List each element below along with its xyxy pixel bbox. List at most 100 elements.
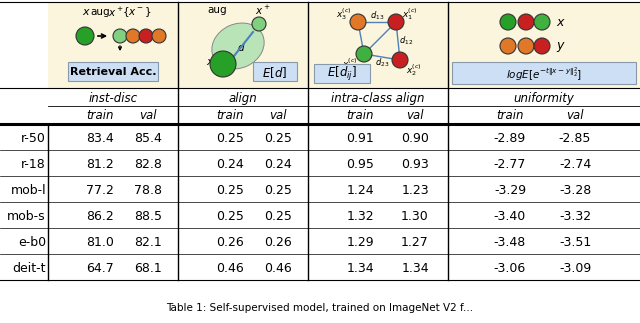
Text: train: train	[216, 109, 244, 122]
Text: val: val	[406, 109, 424, 122]
Text: 78.8: 78.8	[134, 184, 162, 197]
Text: -3.09: -3.09	[559, 262, 591, 275]
Text: 0.25: 0.25	[264, 184, 292, 197]
Text: x: x	[556, 16, 564, 28]
Text: align: align	[228, 92, 257, 105]
Bar	[253, 62, 297, 81]
Text: 1.32: 1.32	[346, 210, 374, 223]
Text: 1.27: 1.27	[401, 236, 429, 249]
Text: 85.4: 85.4	[134, 132, 162, 145]
Text: 0.25: 0.25	[264, 210, 292, 223]
Circle shape	[356, 46, 372, 62]
Text: -2.85: -2.85	[559, 132, 591, 145]
Circle shape	[388, 14, 404, 30]
Text: x: x	[83, 7, 90, 17]
Text: $x_3^{(c)}$: $x_3^{(c)}$	[336, 6, 352, 22]
Text: -3.51: -3.51	[559, 236, 591, 249]
Bar	[452, 62, 636, 84]
Text: val: val	[566, 109, 584, 122]
Text: 1.29: 1.29	[346, 236, 374, 249]
Circle shape	[392, 52, 408, 68]
Text: -3.48: -3.48	[494, 236, 526, 249]
Text: 83.4: 83.4	[86, 132, 114, 145]
Text: $x^+$: $x^+$	[108, 5, 124, 18]
Text: 0.46: 0.46	[216, 262, 244, 275]
Text: d: d	[237, 43, 244, 53]
Bar	[448, 2, 640, 88]
Circle shape	[500, 38, 516, 54]
Text: intra-class align: intra-class align	[332, 92, 425, 105]
Text: 0.26: 0.26	[216, 236, 244, 249]
Text: $E[d]$: $E[d]$	[262, 65, 287, 80]
Circle shape	[252, 17, 266, 31]
Bar	[178, 2, 308, 88]
Text: deit-t: deit-t	[13, 262, 46, 275]
Text: -3.06: -3.06	[494, 262, 526, 275]
Circle shape	[534, 38, 550, 54]
Text: r-18: r-18	[21, 158, 46, 171]
Text: train: train	[86, 109, 114, 122]
Text: 0.25: 0.25	[216, 210, 244, 223]
Bar	[68, 62, 158, 81]
Text: 68.1: 68.1	[134, 262, 162, 275]
Text: 0.93: 0.93	[401, 158, 429, 171]
Text: 81.0: 81.0	[86, 236, 114, 249]
Text: $\{x^-\}$: $\{x^-\}$	[122, 5, 152, 19]
Text: 88.5: 88.5	[134, 210, 162, 223]
Text: y: y	[556, 39, 564, 53]
Text: 86.2: 86.2	[86, 210, 114, 223]
Text: x: x	[207, 57, 213, 67]
Text: 64.7: 64.7	[86, 262, 114, 275]
Text: 1.24: 1.24	[346, 184, 374, 197]
Text: 1.23: 1.23	[401, 184, 429, 197]
Circle shape	[76, 27, 94, 45]
Text: 1.34: 1.34	[346, 262, 374, 275]
Text: val: val	[140, 109, 157, 122]
Circle shape	[126, 29, 140, 43]
Circle shape	[500, 14, 516, 30]
Circle shape	[152, 29, 166, 43]
Text: aug: aug	[207, 5, 227, 15]
Text: 1.30: 1.30	[401, 210, 429, 223]
Bar	[314, 64, 370, 83]
Text: train: train	[346, 109, 374, 122]
Text: 0.24: 0.24	[216, 158, 244, 171]
Text: 0.24: 0.24	[264, 158, 292, 171]
Text: $E[d_{ij}]$: $E[d_{ij}]$	[327, 66, 357, 83]
Text: inst-disc: inst-disc	[88, 92, 138, 105]
Text: -2.89: -2.89	[494, 132, 526, 145]
Text: $d_{23}$: $d_{23}$	[375, 57, 389, 69]
Text: 0.90: 0.90	[401, 132, 429, 145]
Text: 0.25: 0.25	[264, 132, 292, 145]
Text: 0.26: 0.26	[264, 236, 292, 249]
Text: Retrieval Acc.: Retrieval Acc.	[70, 68, 156, 78]
Text: mob-s: mob-s	[8, 210, 46, 223]
Circle shape	[518, 38, 534, 54]
Text: 0.95: 0.95	[346, 158, 374, 171]
Circle shape	[113, 29, 127, 43]
Text: $d_{13}$: $d_{13}$	[370, 10, 384, 22]
Text: 0.25: 0.25	[216, 184, 244, 197]
Text: 0.46: 0.46	[264, 262, 292, 275]
Circle shape	[534, 14, 550, 30]
Text: 1.34: 1.34	[401, 262, 429, 275]
Text: $x^+$: $x^+$	[255, 4, 271, 16]
Circle shape	[210, 51, 236, 77]
Text: 82.1: 82.1	[134, 236, 162, 249]
Text: 77.2: 77.2	[86, 184, 114, 197]
Text: -3.32: -3.32	[559, 210, 591, 223]
Circle shape	[139, 29, 153, 43]
Text: -2.77: -2.77	[494, 158, 526, 171]
Text: 81.2: 81.2	[86, 158, 114, 171]
Text: $x_3^{(c)}$: $x_3^{(c)}$	[342, 56, 358, 72]
Text: -2.74: -2.74	[559, 158, 591, 171]
Ellipse shape	[212, 23, 264, 69]
Text: $x_2^{(c)}$: $x_2^{(c)}$	[406, 62, 422, 78]
Text: $d_{12}$: $d_{12}$	[399, 35, 413, 47]
Text: val: val	[269, 109, 287, 122]
Text: $x_1^{(c)}$: $x_1^{(c)}$	[402, 6, 418, 22]
Bar	[48, 2, 178, 88]
Bar	[308, 2, 448, 88]
Text: aug: aug	[90, 7, 110, 17]
Text: Table 1: Self-supervised model, trained on ImageNet V2 f...: Table 1: Self-supervised model, trained …	[166, 303, 474, 313]
